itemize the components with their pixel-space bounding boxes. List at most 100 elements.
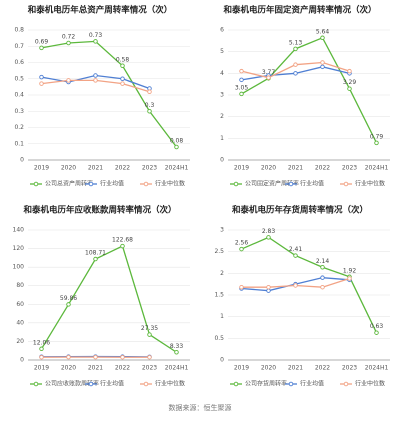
point — [94, 40, 98, 44]
point — [40, 46, 44, 50]
point — [294, 47, 298, 51]
value-label: 108.71 — [85, 250, 106, 257]
y-tick-label: 0.4 — [14, 92, 24, 99]
legend-marker — [289, 182, 293, 186]
y-tick-label: 3 — [220, 92, 224, 99]
point — [294, 72, 298, 76]
legend-marker — [289, 382, 293, 386]
x-tick-label: 2024H1 — [365, 165, 389, 172]
legend-marker — [89, 382, 93, 386]
legend-label: 行业中位数 — [355, 380, 385, 388]
x-tick-label: 2020 — [261, 165, 276, 172]
point — [121, 82, 125, 86]
y-tick-label: 0 — [20, 157, 24, 164]
y-tick-label: 2.5 — [214, 248, 224, 255]
legend-marker — [144, 382, 148, 386]
point — [40, 82, 44, 86]
point — [267, 285, 271, 289]
point — [67, 355, 71, 359]
chart-title: 和泰机电历年固定资产周转率情况（次） — [223, 5, 376, 16]
point — [67, 79, 71, 83]
point — [175, 350, 179, 354]
y-tick-label: 1 — [220, 313, 224, 320]
y-tick-label: 0 — [220, 157, 224, 164]
point — [375, 331, 379, 335]
point — [121, 77, 125, 81]
y-tick-label: 100 — [13, 264, 25, 271]
value-label: 3.29 — [343, 79, 357, 86]
value-label: 2.56 — [235, 240, 249, 247]
value-label: 59.86 — [60, 295, 77, 302]
x-tick-label: 2024H1 — [365, 365, 389, 372]
x-tick-label: 2022 — [115, 365, 130, 372]
value-label: 27.35 — [141, 325, 158, 332]
point — [40, 347, 44, 351]
point — [321, 65, 325, 69]
y-tick-label: 3 — [220, 227, 224, 234]
x-tick-label: 2021 — [88, 365, 103, 372]
point — [94, 257, 98, 261]
legend-marker — [344, 182, 348, 186]
point — [175, 145, 179, 149]
value-label: 2.41 — [289, 246, 303, 253]
legend-marker — [344, 382, 348, 386]
x-tick-label: 2020 — [261, 365, 276, 372]
y-tick-label: 5 — [220, 48, 224, 55]
point — [375, 141, 379, 145]
x-tick-label: 2019 — [34, 165, 49, 172]
legend-marker — [89, 182, 93, 186]
value-label: 0.63 — [370, 323, 384, 330]
point — [240, 285, 244, 289]
legend-label: 公司存货周转率 — [245, 380, 287, 388]
value-label: 3.05 — [235, 84, 249, 91]
legend-label: 行业中位数 — [355, 180, 385, 188]
legend-marker — [34, 182, 38, 186]
value-label: 0.79 — [370, 133, 384, 140]
value-label: 12.06 — [33, 339, 50, 346]
point — [321, 36, 325, 40]
point — [267, 236, 271, 240]
value-label: 5.13 — [289, 39, 303, 46]
point — [294, 284, 298, 288]
y-tick-label: 0.7 — [14, 43, 24, 50]
y-tick-label: 1.5 — [214, 292, 224, 299]
y-tick-label: 2 — [220, 113, 224, 120]
point — [94, 74, 98, 78]
series-line — [42, 41, 177, 147]
point — [348, 69, 352, 73]
legend-marker — [234, 382, 238, 386]
x-tick-label: 2023 — [342, 365, 357, 372]
legend-label: 行业均值 — [300, 380, 324, 388]
x-tick-label: 2023 — [342, 165, 357, 172]
point — [348, 87, 352, 91]
chart-title: 和泰机电历年总资产周转率情况（次） — [28, 5, 173, 16]
value-label: 0.73 — [89, 32, 103, 39]
point — [148, 333, 152, 337]
y-tick-label: 0 — [20, 357, 24, 364]
y-tick-label: 0.1 — [14, 140, 24, 147]
x-tick-label: 2022 — [315, 165, 330, 172]
x-tick-label: 2020 — [61, 365, 76, 372]
y-tick-label: 80 — [16, 282, 24, 289]
chart-panel: 和泰机电历年总资产周转率情况（次）00.10.20.30.40.50.60.70… — [14, 5, 190, 188]
point — [267, 76, 271, 80]
x-tick-label: 2019 — [34, 365, 49, 372]
point — [321, 61, 325, 65]
point — [321, 276, 325, 280]
legend-label: 行业均值 — [300, 180, 324, 188]
point — [348, 277, 352, 281]
legend-marker — [234, 182, 238, 186]
point — [294, 63, 298, 67]
y-tick-label: 0.2 — [14, 124, 24, 131]
y-tick-label: 120 — [13, 245, 25, 252]
point — [240, 69, 244, 73]
x-tick-label: 2021 — [288, 365, 303, 372]
point — [67, 303, 71, 307]
y-tick-label: 0.3 — [14, 108, 24, 115]
legend-label: 行业中位数 — [155, 180, 185, 188]
point — [40, 355, 44, 359]
x-tick-label: 2021 — [288, 165, 303, 172]
y-tick-label: 4 — [220, 70, 224, 77]
